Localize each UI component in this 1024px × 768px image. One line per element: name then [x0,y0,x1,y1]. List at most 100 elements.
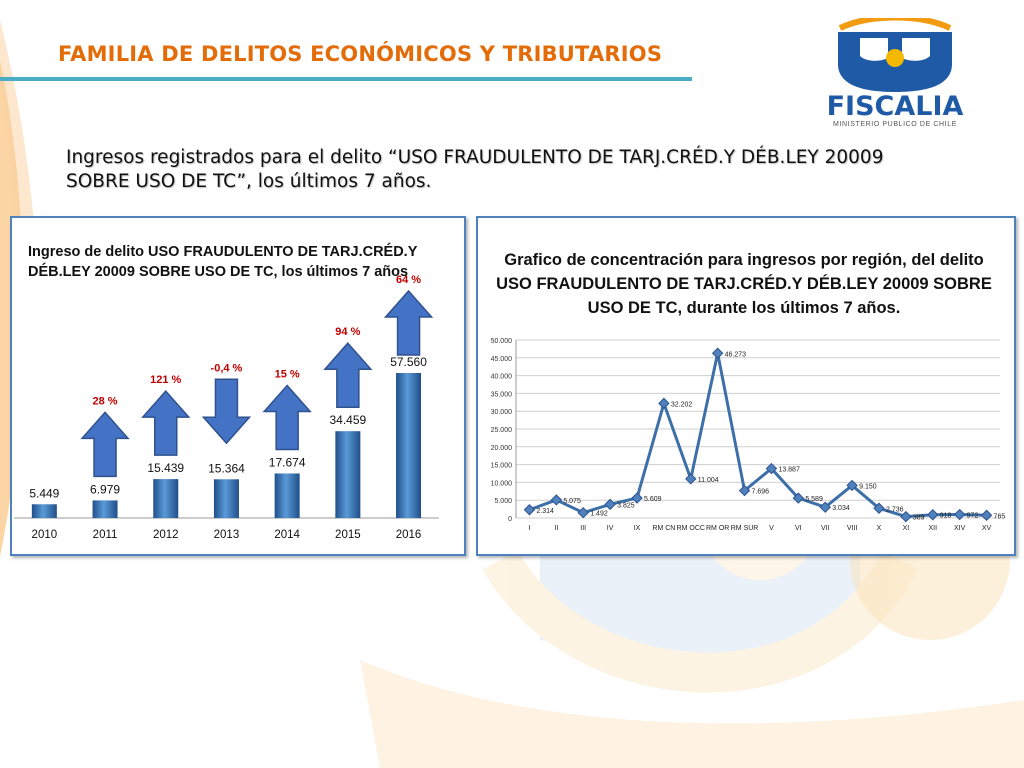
y-tick-label: 15.000 [491,463,513,470]
data-point-marker [685,473,697,485]
data-point-label: 3.825 [617,502,635,509]
change-percent-label: 28 % [93,395,118,407]
x-tick-label: RM OR [706,525,729,532]
up-arrow-icon [383,289,434,356]
data-point-marker [819,501,831,513]
bar-value-label: 15.364 [208,461,245,475]
x-tick-label: 2013 [214,529,240,541]
data-point-label: 5.589 [805,496,823,503]
data-point-marker [980,509,993,521]
x-tick-label: 2015 [335,529,361,541]
change-percent-label: 15 % [275,368,300,380]
x-tick-label: V [769,525,774,532]
bar [153,479,179,518]
slide-subtitle: Ingresos registrados para el delito “USO… [66,147,884,192]
data-point-label: 5.075 [563,498,581,505]
data-point-marker [523,504,536,516]
x-tick-label: RM CN [652,525,675,532]
y-tick-label: 10.000 [491,480,513,487]
data-point-label: 2.736 [886,506,904,513]
y-tick-label: 45.000 [491,356,513,363]
x-tick-label: 2016 [396,529,422,541]
y-tick-label: 50.000 [491,338,513,345]
fiscalia-logo: FISCALIA MINISTERIO PUBLICO DE CHILE [827,18,964,128]
data-point-label: 46.273 [725,351,747,358]
x-tick-label: XIV [954,525,966,532]
change-percent-label: 94 % [335,326,360,338]
data-point-marker [900,510,912,523]
bar-value-label: 34.459 [329,413,366,427]
x-tick-label: III [580,525,586,532]
x-tick-label: RM SUR [731,525,759,532]
y-tick-label: 30.000 [491,409,513,416]
line-chart-panel [476,216,1016,556]
bar [92,500,118,518]
data-point-marker [765,462,778,475]
slide-title: FAMILIA DE DELITOS ECONÓMICOS Y TRIBUTAR… [58,42,663,66]
data-point-label: 765 [994,513,1006,520]
logo-arc-icon [838,18,952,31]
y-tick-label: 5.000 [494,498,512,505]
down-arrow-icon [201,378,252,445]
data-point-marker [792,492,805,504]
change-percent-label: 64 % [396,274,421,286]
bar-value-label: 15.439 [147,461,184,475]
data-point-label: 13.887 [778,467,800,474]
data-point-label: 32.202 [671,401,693,408]
bottom-swoosh [360,660,1024,768]
bar-value-label: 57.560 [390,355,427,369]
data-point-label: 3.034 [832,505,850,512]
data-point-label: 7.696 [752,489,770,496]
data-point-label: 1.492 [590,511,608,518]
bar-value-label: 5.449 [29,486,59,500]
x-tick-label: II [554,525,558,532]
up-arrow-icon [141,389,191,456]
logo-subtext: MINISTERIO PUBLICO DE CHILE [833,121,957,128]
data-point-marker [550,494,563,506]
x-tick-label: VIII [847,525,858,532]
x-tick-label: X [877,525,882,532]
data-point-marker [738,484,751,497]
up-arrow-icon [262,384,312,451]
title-underline [0,77,692,81]
x-tick-label: XV [982,525,992,532]
data-point-label: 972 [967,513,979,520]
data-point-marker [658,397,670,410]
x-tick-label: VII [821,525,830,532]
data-point-marker [631,492,643,504]
up-arrow-icon [323,342,373,408]
x-tick-label: IV [607,525,614,532]
data-point-marker [577,506,589,519]
x-tick-label: XII [928,525,937,532]
data-point-label: 389 [913,515,925,522]
line-chart-title: Grafico de concentración para ingresos p… [496,251,992,317]
change-percent-label: -0,4 % [211,362,243,374]
x-tick-label: I [528,525,530,532]
data-point-label: 11.004 [698,477,719,484]
bar [396,373,422,518]
up-arrow-icon [80,411,130,478]
x-tick-label: RM OCC [677,525,705,532]
x-tick-label: 2011 [93,529,118,541]
logo-text: FISCALIA [827,91,964,122]
data-point-label: 5.609 [644,496,662,503]
data-point-marker [927,509,939,521]
data-point-marker [846,479,858,492]
change-percent-label: 121 % [150,374,181,386]
x-tick-label: XI [903,525,910,532]
data-point-marker [604,498,616,511]
x-tick-label: 2010 [32,529,58,541]
bar [213,479,239,518]
data-point-marker [873,502,885,514]
data-point-marker [953,508,966,521]
y-tick-label: 20.000 [491,445,513,452]
x-tick-label: IX [634,525,641,532]
bar-value-label: 6.979 [90,482,120,496]
y-tick-label: 40.000 [491,374,513,381]
bar-chart-title: Ingreso de delito USO FRAUDULENTO DE TAR… [28,244,418,280]
y-tick-label: 25.000 [491,427,513,434]
bar-value-label: 17.674 [269,455,306,469]
bar [31,504,57,518]
